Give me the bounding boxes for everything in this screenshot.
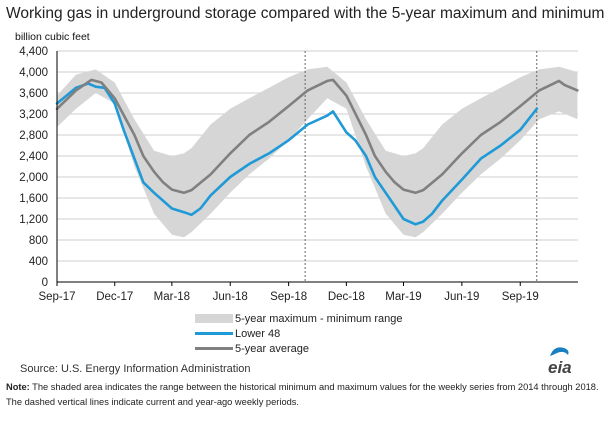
y-tick-label-6: 2,400 <box>19 151 48 163</box>
x-tick-label-7: Jun-19 <box>444 291 479 303</box>
legend-item-average: 5-year average <box>195 341 402 356</box>
x-tick-label-6: Mar-19 <box>385 291 421 303</box>
legend-label-lower48: Lower 48 <box>235 327 281 340</box>
lower48-line <box>55 82 539 226</box>
y-tick-label-5: 2,000 <box>19 172 48 184</box>
y-tick-label-0: 0 <box>42 277 48 289</box>
y-tick-label-9: 3,600 <box>19 88 48 100</box>
average-line <box>55 78 579 195</box>
storage-chart: 0 400 800 1,200 1,600 2,000 2,400 2,800 3,200 3,6… <box>19 46 579 303</box>
x-tick-label-3: Jun-18 <box>213 291 248 303</box>
legend-item-lower48: Lower 48 <box>195 326 402 341</box>
x-tick-label-8: Sep-19 <box>502 291 539 303</box>
x-tick-label-0: Sep-17 <box>38 291 75 303</box>
source-line: Source: U.S. Energy Information Administ… <box>20 363 251 375</box>
band-swatch-icon <box>195 314 233 323</box>
note-label: Note: <box>6 382 30 392</box>
legend-label-average: 5-year average <box>235 342 309 355</box>
band-range-area <box>57 66 578 238</box>
y-tick-label-2: 800 <box>29 235 48 247</box>
legend-item-band: 5-year maximum - minimum range <box>195 311 402 326</box>
y-tick-label-7: 2,800 <box>19 130 48 142</box>
legend-label-band: 5-year maximum - minimum range <box>235 312 403 325</box>
y-tick-label-3: 1,200 <box>19 214 48 226</box>
y-tick-label-10: 4,000 <box>19 67 48 79</box>
legend: 5-year maximum - minimum range Lower 48 … <box>195 311 402 356</box>
x-tick-label-4: Sep-18 <box>270 291 307 303</box>
x-tick-label-2: Mar-18 <box>154 291 190 303</box>
eia-logo-icon: eia <box>548 347 572 376</box>
y-tick-label-11: 4,400 <box>19 46 48 58</box>
note-text: The shaded area indicates the range betw… <box>6 382 599 407</box>
x-tick-label-1: Dec-17 <box>96 291 133 303</box>
y-axis-units: billion cubic feet <box>15 31 90 43</box>
lower48-swatch-icon <box>195 332 233 335</box>
x-tick-label-5: Dec-18 <box>328 291 365 303</box>
average-swatch-icon <box>195 347 233 350</box>
y-tick-label-1: 400 <box>29 256 48 268</box>
chart-title: Working gas in underground storage compa… <box>6 5 605 22</box>
y-tick-label-8: 3,200 <box>19 109 48 121</box>
y-tick-label-4: 1,600 <box>19 193 48 205</box>
logo-text: eia <box>548 358 572 376</box>
note: Note: The shaded area indicates the rang… <box>6 380 610 410</box>
